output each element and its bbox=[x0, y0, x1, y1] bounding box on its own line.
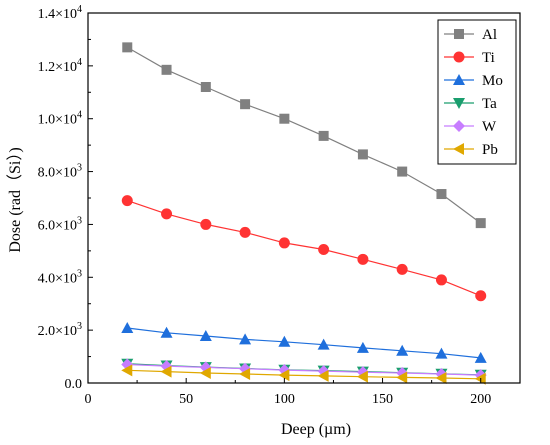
data-point bbox=[121, 364, 133, 377]
data-point bbox=[122, 42, 133, 53]
series-line bbox=[127, 200, 481, 297]
legend-box bbox=[437, 19, 517, 165]
series-w bbox=[121, 358, 487, 382]
legend-marker bbox=[453, 51, 465, 63]
y-axis-title: Dose (rad（Si）) bbox=[6, 147, 24, 252]
data-point bbox=[396, 371, 408, 384]
data-point bbox=[278, 335, 291, 347]
data-point bbox=[239, 226, 251, 238]
x-tick-label: 200 bbox=[470, 392, 491, 407]
series-line bbox=[127, 327, 481, 359]
data-point bbox=[278, 237, 290, 249]
y-tick-label: 1.0×104 bbox=[38, 110, 82, 128]
data-point bbox=[160, 365, 172, 378]
data-point bbox=[240, 99, 251, 110]
data-point bbox=[356, 341, 369, 353]
data-point bbox=[121, 195, 133, 207]
x-axis-title: Deep (µm) bbox=[281, 421, 351, 438]
y-tick-label: 8.0×103 bbox=[38, 163, 82, 181]
data-point bbox=[396, 344, 409, 356]
x-tick-label: 0 bbox=[85, 392, 92, 407]
series-layer bbox=[121, 42, 487, 385]
x-tick-label: 150 bbox=[372, 392, 393, 407]
legend-entry-mo: Mo bbox=[444, 73, 503, 89]
legend-marker bbox=[453, 74, 465, 85]
legend-entry-ti: Ti bbox=[444, 50, 495, 66]
legend-label: Al bbox=[482, 27, 497, 43]
legend-marker bbox=[453, 98, 465, 109]
y-tick-label: 4.0×103 bbox=[38, 268, 82, 286]
series-ti bbox=[121, 195, 487, 302]
data-point bbox=[279, 113, 290, 124]
legend-label: Ta bbox=[482, 96, 497, 112]
series-mo bbox=[121, 322, 487, 363]
data-point bbox=[199, 366, 211, 379]
y-tick-label: 1.2×104 bbox=[38, 57, 82, 75]
data-point bbox=[357, 253, 369, 265]
series-al bbox=[122, 42, 486, 229]
data-point bbox=[396, 263, 408, 275]
data-point bbox=[356, 370, 368, 383]
legend-entry-pb: Pb bbox=[444, 142, 498, 158]
series-pb bbox=[121, 364, 486, 385]
data-point bbox=[436, 189, 447, 200]
data-point bbox=[121, 322, 134, 334]
data-point bbox=[397, 166, 408, 177]
data-point bbox=[435, 274, 447, 286]
legend-marker bbox=[453, 143, 464, 155]
legend-label: Pb bbox=[482, 142, 498, 158]
data-point bbox=[318, 130, 329, 141]
data-point bbox=[435, 371, 447, 384]
data-point bbox=[160, 326, 173, 338]
series-line bbox=[127, 363, 481, 376]
y-tick-label: 0.0 bbox=[65, 377, 83, 392]
data-point bbox=[200, 218, 212, 230]
data-point bbox=[161, 208, 173, 220]
y-tick-label: 2.0×103 bbox=[38, 321, 82, 339]
data-point bbox=[475, 290, 487, 302]
data-point bbox=[239, 333, 252, 345]
data-point bbox=[317, 369, 329, 382]
y-tick-label: 6.0×103 bbox=[38, 215, 82, 233]
data-point bbox=[318, 244, 330, 256]
legend: Al Ti Mo Ta W Pb bbox=[437, 19, 517, 165]
legend-label: Ti bbox=[482, 50, 495, 66]
legend-label: Mo bbox=[482, 73, 503, 89]
data-point bbox=[474, 351, 487, 363]
data-point bbox=[200, 82, 211, 92]
series-line bbox=[127, 46, 482, 224]
data-point bbox=[317, 338, 330, 350]
data-point bbox=[199, 329, 212, 341]
data-point bbox=[161, 64, 172, 75]
legend-entry-w: W bbox=[444, 119, 497, 135]
legend-entry-ta: Ta bbox=[444, 96, 497, 112]
data-point bbox=[435, 347, 448, 359]
y-tick-label: 1.4×104 bbox=[38, 4, 82, 22]
legend-label: W bbox=[482, 119, 497, 135]
data-point bbox=[278, 369, 290, 382]
series-line bbox=[127, 369, 481, 380]
axes-layer: 0 50 100 150 200 0.0 2.0×103 4.0×103 6.0×103 8.0×… bbox=[38, 4, 521, 407]
data-point bbox=[475, 218, 486, 229]
x-tick-label: 50 bbox=[179, 392, 193, 407]
data-point bbox=[357, 149, 368, 160]
legend-entry-al: Al bbox=[444, 27, 497, 43]
legend-marker bbox=[454, 29, 464, 39]
legend-marker bbox=[453, 120, 465, 132]
data-point bbox=[239, 368, 251, 381]
x-tick-label: 100 bbox=[274, 392, 295, 407]
